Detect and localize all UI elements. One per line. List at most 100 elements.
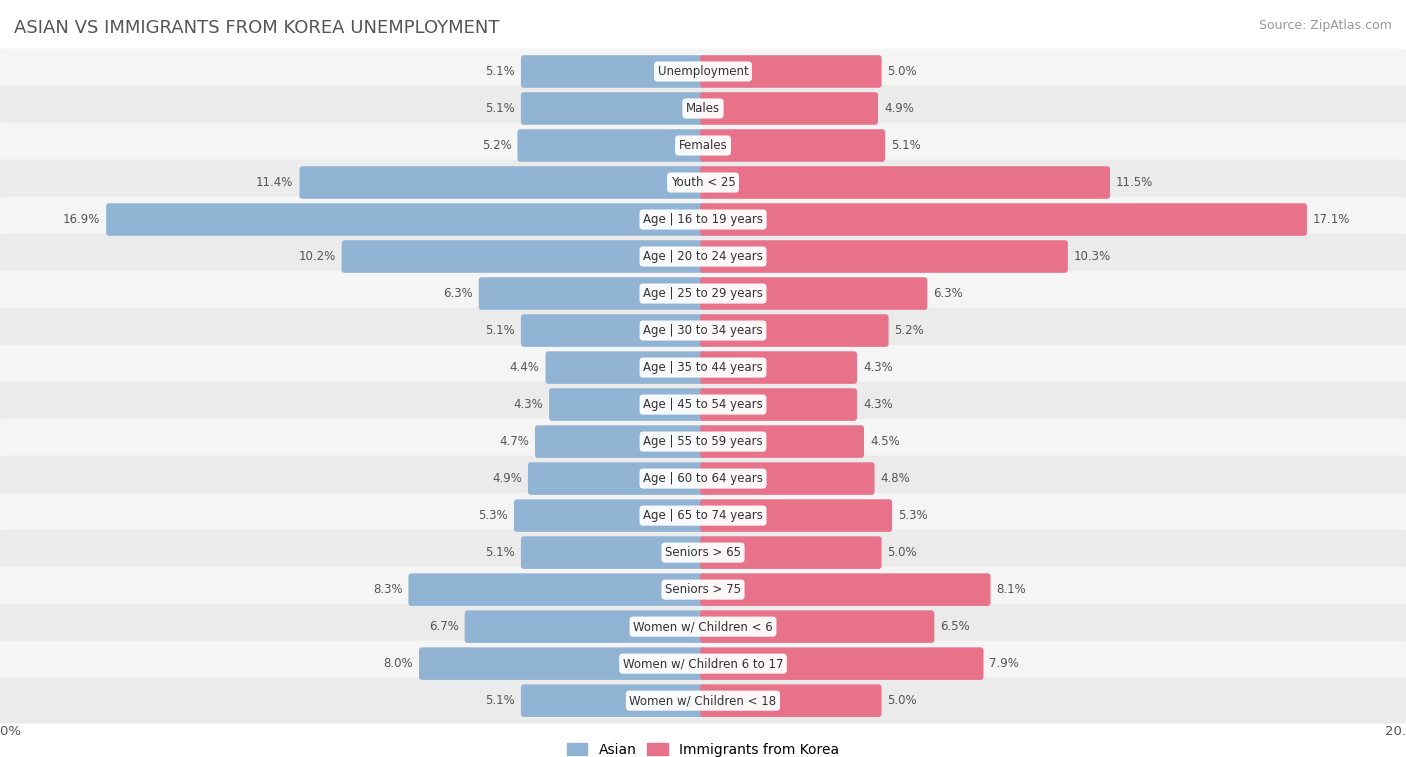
Text: 6.7%: 6.7% — [429, 620, 458, 633]
FancyBboxPatch shape — [342, 240, 706, 273]
FancyBboxPatch shape — [419, 647, 706, 680]
FancyBboxPatch shape — [520, 55, 706, 88]
FancyBboxPatch shape — [700, 351, 858, 384]
FancyBboxPatch shape — [700, 647, 984, 680]
FancyBboxPatch shape — [107, 203, 706, 236]
Text: 4.3%: 4.3% — [863, 361, 893, 374]
Legend: Asian, Immigrants from Korea: Asian, Immigrants from Korea — [561, 737, 845, 757]
FancyBboxPatch shape — [0, 234, 1406, 279]
Text: 4.8%: 4.8% — [880, 472, 910, 485]
Text: 17.1%: 17.1% — [1313, 213, 1350, 226]
FancyBboxPatch shape — [0, 567, 1406, 612]
FancyBboxPatch shape — [700, 129, 886, 162]
FancyBboxPatch shape — [529, 463, 706, 495]
FancyBboxPatch shape — [700, 536, 882, 569]
FancyBboxPatch shape — [534, 425, 706, 458]
Text: Age | 55 to 59 years: Age | 55 to 59 years — [643, 435, 763, 448]
Text: Youth < 25: Youth < 25 — [671, 176, 735, 189]
FancyBboxPatch shape — [408, 573, 706, 606]
Text: Seniors > 75: Seniors > 75 — [665, 583, 741, 596]
Text: 5.0%: 5.0% — [887, 546, 917, 559]
FancyBboxPatch shape — [700, 573, 990, 606]
Text: Age | 25 to 29 years: Age | 25 to 29 years — [643, 287, 763, 300]
Text: 4.9%: 4.9% — [884, 102, 914, 115]
Text: ASIAN VS IMMIGRANTS FROM KOREA UNEMPLOYMENT: ASIAN VS IMMIGRANTS FROM KOREA UNEMPLOYM… — [14, 19, 499, 37]
FancyBboxPatch shape — [546, 351, 706, 384]
FancyBboxPatch shape — [700, 203, 1308, 236]
FancyBboxPatch shape — [0, 493, 1406, 538]
Text: 8.3%: 8.3% — [373, 583, 402, 596]
FancyBboxPatch shape — [700, 314, 889, 347]
Text: 5.3%: 5.3% — [898, 509, 928, 522]
FancyBboxPatch shape — [520, 684, 706, 717]
FancyBboxPatch shape — [700, 425, 863, 458]
Text: 5.1%: 5.1% — [891, 139, 921, 152]
FancyBboxPatch shape — [700, 55, 882, 88]
Text: 8.1%: 8.1% — [997, 583, 1026, 596]
FancyBboxPatch shape — [548, 388, 706, 421]
Text: Age | 45 to 54 years: Age | 45 to 54 years — [643, 398, 763, 411]
FancyBboxPatch shape — [700, 388, 858, 421]
Text: 6.3%: 6.3% — [934, 287, 963, 300]
FancyBboxPatch shape — [0, 419, 1406, 465]
FancyBboxPatch shape — [0, 160, 1406, 205]
FancyBboxPatch shape — [0, 344, 1406, 391]
FancyBboxPatch shape — [0, 603, 1406, 650]
FancyBboxPatch shape — [0, 123, 1406, 169]
FancyBboxPatch shape — [0, 197, 1406, 242]
FancyBboxPatch shape — [0, 530, 1406, 575]
FancyBboxPatch shape — [479, 277, 706, 310]
Text: 11.4%: 11.4% — [256, 176, 294, 189]
Text: Age | 20 to 24 years: Age | 20 to 24 years — [643, 250, 763, 263]
Text: Age | 16 to 19 years: Age | 16 to 19 years — [643, 213, 763, 226]
FancyBboxPatch shape — [0, 382, 1406, 428]
FancyBboxPatch shape — [700, 240, 1069, 273]
Text: 4.3%: 4.3% — [513, 398, 543, 411]
FancyBboxPatch shape — [517, 129, 706, 162]
FancyBboxPatch shape — [464, 610, 706, 643]
Text: 4.5%: 4.5% — [870, 435, 900, 448]
Text: 10.2%: 10.2% — [298, 250, 336, 263]
Text: Males: Males — [686, 102, 720, 115]
Text: 6.3%: 6.3% — [443, 287, 472, 300]
FancyBboxPatch shape — [520, 314, 706, 347]
FancyBboxPatch shape — [0, 678, 1406, 724]
Text: Age | 35 to 44 years: Age | 35 to 44 years — [643, 361, 763, 374]
Text: 4.3%: 4.3% — [863, 398, 893, 411]
Text: Unemployment: Unemployment — [658, 65, 748, 78]
Text: 5.0%: 5.0% — [887, 694, 917, 707]
FancyBboxPatch shape — [520, 92, 706, 125]
Text: Age | 65 to 74 years: Age | 65 to 74 years — [643, 509, 763, 522]
FancyBboxPatch shape — [700, 463, 875, 495]
Text: Age | 60 to 64 years: Age | 60 to 64 years — [643, 472, 763, 485]
FancyBboxPatch shape — [700, 167, 1111, 199]
Text: 10.3%: 10.3% — [1074, 250, 1111, 263]
FancyBboxPatch shape — [0, 86, 1406, 132]
Text: Source: ZipAtlas.com: Source: ZipAtlas.com — [1258, 19, 1392, 32]
Text: Women w/ Children 6 to 17: Women w/ Children 6 to 17 — [623, 657, 783, 670]
Text: Females: Females — [679, 139, 727, 152]
FancyBboxPatch shape — [515, 500, 706, 532]
Text: Women w/ Children < 6: Women w/ Children < 6 — [633, 620, 773, 633]
Text: 5.1%: 5.1% — [485, 694, 515, 707]
FancyBboxPatch shape — [0, 640, 1406, 687]
Text: 5.1%: 5.1% — [485, 65, 515, 78]
Text: 8.0%: 8.0% — [384, 657, 413, 670]
FancyBboxPatch shape — [700, 500, 893, 532]
FancyBboxPatch shape — [299, 167, 706, 199]
Text: 5.1%: 5.1% — [485, 102, 515, 115]
Text: 5.2%: 5.2% — [894, 324, 924, 337]
Text: 5.2%: 5.2% — [482, 139, 512, 152]
FancyBboxPatch shape — [700, 684, 882, 717]
Text: 11.5%: 11.5% — [1116, 176, 1153, 189]
FancyBboxPatch shape — [0, 270, 1406, 316]
Text: 16.9%: 16.9% — [63, 213, 100, 226]
Text: Seniors > 65: Seniors > 65 — [665, 546, 741, 559]
Text: 5.1%: 5.1% — [485, 546, 515, 559]
Text: 5.1%: 5.1% — [485, 324, 515, 337]
Text: 7.9%: 7.9% — [990, 657, 1019, 670]
Text: 6.5%: 6.5% — [941, 620, 970, 633]
Text: 4.9%: 4.9% — [492, 472, 522, 485]
FancyBboxPatch shape — [700, 92, 877, 125]
FancyBboxPatch shape — [0, 48, 1406, 95]
